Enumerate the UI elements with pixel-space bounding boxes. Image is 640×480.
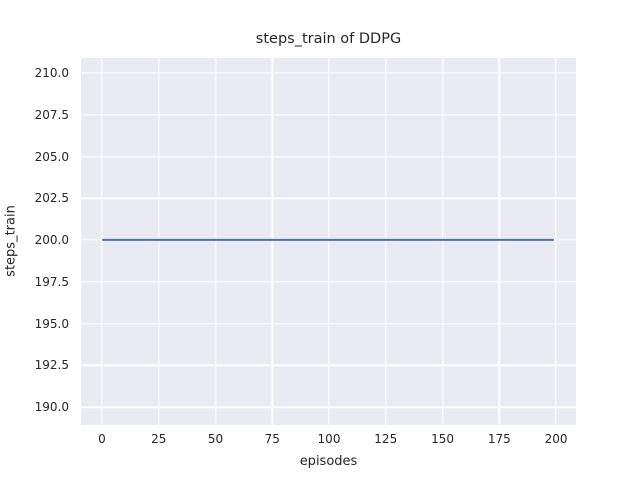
y-tick-label: 190.0 bbox=[34, 400, 69, 415]
x-tick-label: 75 bbox=[264, 432, 280, 446]
vertical-gridline bbox=[498, 58, 500, 425]
x-tick-label: 50 bbox=[207, 432, 224, 446]
chart-title: steps_train of DDPG bbox=[255, 31, 402, 47]
x-tick-label: 200 bbox=[544, 432, 568, 446]
y-tick-label: 195.0 bbox=[34, 316, 69, 331]
vertical-gridline bbox=[101, 58, 103, 425]
x-tick-label: 0 bbox=[98, 432, 106, 446]
x-tick-label: 175 bbox=[487, 432, 511, 446]
y-tick-label: 210.0 bbox=[34, 66, 69, 81]
vertical-gridline bbox=[271, 58, 273, 425]
y-tick-label: 207.5 bbox=[34, 107, 69, 122]
x-tick-label: 125 bbox=[374, 432, 398, 446]
y-tick-label: 192.5 bbox=[34, 358, 69, 373]
vertical-gridline bbox=[555, 58, 557, 425]
y-axis-label: steps_train bbox=[3, 205, 19, 277]
y-tick-label: 200.0 bbox=[34, 233, 69, 248]
series-line-steps-train bbox=[101, 238, 554, 242]
x-axis-label: episodes bbox=[299, 454, 358, 469]
x-tick-label: 25 bbox=[151, 432, 167, 446]
vertical-gridline bbox=[385, 58, 387, 425]
x-tick-label: 150 bbox=[431, 432, 454, 446]
vertical-gridline bbox=[441, 58, 444, 425]
y-tick-label: 202.5 bbox=[34, 191, 69, 206]
x-tick-label: 100 bbox=[317, 432, 341, 446]
y-tick-label: 205.0 bbox=[34, 149, 69, 164]
vertical-gridline bbox=[158, 58, 160, 425]
plot-area: 210.0 207.5 205.0 202.5 200.0 197.5 195.0 192.5… bbox=[35, 58, 576, 445]
vertical-gridline bbox=[214, 58, 217, 425]
vertical-gridline bbox=[328, 58, 330, 425]
y-tick-label: 197.5 bbox=[34, 274, 69, 289]
